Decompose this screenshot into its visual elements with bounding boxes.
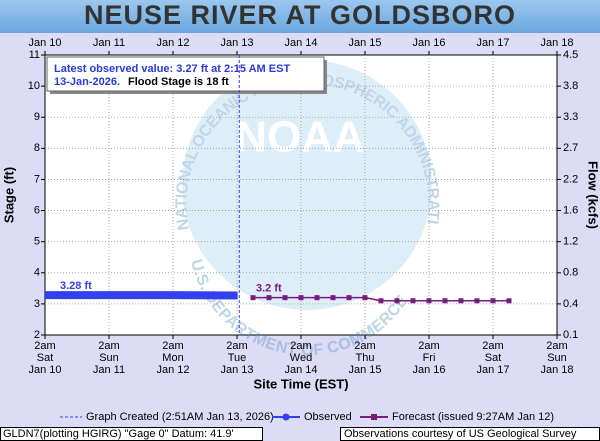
footer-left: GLDN7(plotting HGIRG) "Gage 0" Datum: 41… [3,428,234,440]
x-tick-weekday: Sun [99,352,119,364]
x-tick-date: Jan 15 [348,364,381,376]
y2-tick-label: 0.4 [563,298,578,310]
forecast-point [298,295,304,301]
forecast-point [394,298,400,304]
y-axis-title: Stage (ft) [1,167,16,223]
x-tick-date: Jan 10 [28,364,61,376]
footer-right: Observations courtesy of US Geological S… [344,428,577,440]
legend-swatch [371,414,377,420]
x-tick-weekday: Sat [37,352,54,364]
title-band [0,0,600,33]
legend-label: Forecast (issued 9:27AM Jan 12) [392,411,554,423]
y2-tick-label: 0.8 [563,267,578,279]
x-tick-date: Jan 17 [476,364,509,376]
forecast-point [474,298,480,304]
x-tick-time: 2am [34,340,55,352]
x-tick-time: 2am [98,340,119,352]
x-tick-weekday: Tue [228,352,247,364]
plot-area [44,54,558,336]
x-top-label: Jan 10 [28,37,61,49]
forecast-point [426,298,432,304]
y-tick-label: 11 [29,49,40,61]
forecast-point [442,298,448,304]
forecast-point [362,295,368,301]
x-tick-date: Jan 13 [220,364,253,376]
x-tick-date: Jan 11 [93,364,125,376]
chart-title: NEUSE RIVER AT GOLDSBORO [84,0,516,30]
x-top-label: Jan 18 [540,37,573,49]
info-box [46,56,325,92]
y-tick-label: 2 [34,329,40,341]
x-tick-time: 2am [482,340,503,352]
info-flood: Flood Stage is 18 ft [128,76,229,88]
x-tick-time: 2am [546,340,567,352]
value-label: 3.2 ft [256,283,282,295]
x-tick-time: 2am [418,340,439,352]
value-label: 3.28 ft [60,280,92,292]
y-tick-label: 6 [34,204,40,216]
forecast-point [282,295,288,301]
x-top-label: Jan 15 [348,37,381,49]
x-tick-date: Jan 18 [540,364,573,376]
y-tick-label: 8 [34,142,40,154]
x-tick-weekday: Mon [162,352,183,364]
x-tick-weekday: Fri [423,352,436,364]
y-tick-label: 7 [34,173,40,185]
x-top-label: Jan 13 [220,37,253,49]
y-tick-label: 5 [34,236,40,248]
y2-tick-label: 1.6 [563,204,578,216]
x-tick-weekday: Sun [547,352,567,364]
y-tick-label: 3 [34,298,40,310]
x-top-label: Jan 14 [284,37,317,49]
watermark-center: NOAA [235,113,365,162]
legend-swatch [282,413,290,421]
x-axis-title: Site Time (EST) [253,376,348,391]
forecast-point [250,295,256,301]
x-tick-date: Jan 12 [156,364,189,376]
forecast-point [266,295,272,301]
x-top-label: Jan 16 [412,37,445,49]
forecast-point [410,298,416,304]
grid [45,55,557,335]
legend-label: Observed [304,411,352,423]
forecast-point [314,295,320,301]
y2-tick-label: 3.8 [563,80,578,92]
x-tick-time: 2am [162,340,183,352]
forecast-point [506,298,512,304]
watermark-circle [182,60,432,310]
y2-axis-title: Flow (kcfs) [586,161,600,229]
x-tick-time: 2am [354,340,375,352]
y-tick-label: 10 [28,80,40,92]
x-tick-weekday: Wed [290,352,312,364]
y2-tick-label: 2.7 [563,142,578,154]
x-top-label: Jan 12 [156,37,189,49]
x-top-label: Jan 11 [93,37,125,49]
x-tick-date: Jan 14 [284,364,317,376]
y2-tick-label: 0.1 [563,329,578,341]
x-tick-date: Jan 16 [412,364,445,376]
y2-tick-label: 1.2 [563,236,578,248]
forecast-point [490,298,496,304]
legend-label: Graph Created (2:51AM Jan 13, 2026) [86,411,274,423]
forecast-point [330,295,336,301]
forecast-point [346,295,352,301]
info-line: Latest observed value: 3.27 ft at 2:15 A… [54,63,290,75]
forecast-point [378,298,384,304]
x-tick-time: 2am [290,340,311,352]
y2-tick-label: 4.5 [563,49,578,61]
info-line: 13-Jan-2026. [54,76,120,88]
x-tick-time: 2am [226,340,247,352]
x-top-label: Jan 17 [476,37,509,49]
y2-tick-label: 3.3 [563,111,578,123]
y-tick-label: 4 [34,267,40,279]
forecast-point [458,298,464,304]
y-tick-label: 9 [34,111,40,123]
x-tick-weekday: Sat [485,352,502,364]
x-tick-weekday: Thu [356,352,375,364]
y2-tick-label: 2.2 [563,173,578,185]
